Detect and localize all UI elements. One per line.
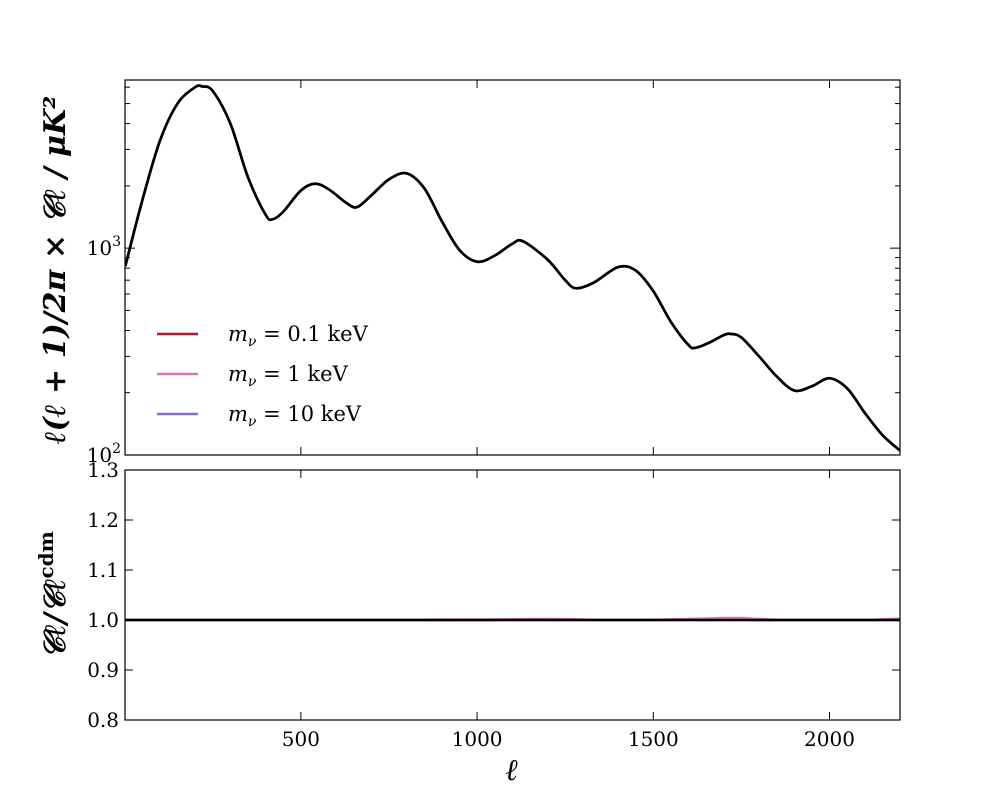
xtick-label-2: 1500 <box>628 727 679 751</box>
bottom-ytick-label-0: 0.8 <box>87 708 119 732</box>
bottom-panel: 500 1000 1500 2000 0.8 0.9 1.0 1.1 1.2 1.3 𝒞ℓ/𝒞ℓc… <box>34 458 901 788</box>
top-y-axis-label: ℓ(ℓ + 1)/2π × 𝒞ℓ / μK² <box>38 96 73 444</box>
bottom-ytick-label-1: 0.9 <box>87 658 119 682</box>
bottom-y-axis-label: 𝒞ℓ/𝒞ℓcdm <box>34 531 73 659</box>
xtick-label-3: 2000 <box>804 727 855 751</box>
xtick-label-1: 1000 <box>452 727 503 751</box>
legend-label-0: mν = 0.1 keV <box>228 322 369 350</box>
bottom-ytick-label-3: 1.1 <box>87 558 119 582</box>
bottom-ytick-label-4: 1.2 <box>87 508 119 532</box>
legend-label-2: mν = 10 keV <box>228 402 362 430</box>
bottom-axes-frame <box>124 469 901 721</box>
x-axis-label: ℓ <box>506 753 519 788</box>
bottom-ytick-label-2: 1.0 <box>87 608 119 632</box>
top-panel: 102 103 mν = 0.1 keV mν = 1 keV mν = 10 keV… <box>38 79 901 467</box>
top-series-line-2 <box>125 84 900 452</box>
legend: mν = 0.1 keV mν = 1 keV mν = 10 keV <box>157 322 369 430</box>
top-ytick-label-1: 103 <box>87 234 121 260</box>
bottom-ytick-label-5: 1.3 <box>87 458 119 482</box>
top-ytick-label-0: 102 <box>87 441 121 467</box>
top-series-line-3 <box>125 84 900 452</box>
top-axes-frame <box>124 79 901 456</box>
legend-label-1: mν = 1 keV <box>228 362 349 390</box>
xtick-label-0: 500 <box>282 727 320 751</box>
top-series-line-1 <box>125 84 900 452</box>
top-series-line-0 <box>125 84 900 452</box>
